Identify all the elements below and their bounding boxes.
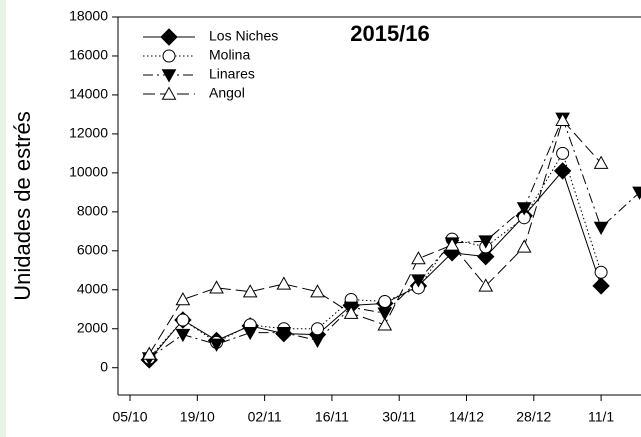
marker: [175, 328, 191, 343]
marker: [141, 346, 157, 360]
marker: [593, 221, 609, 235]
marker: [175, 291, 191, 306]
y-tick-label: 8000: [77, 203, 108, 219]
marker: [411, 274, 426, 288]
marker: [478, 278, 494, 292]
marker: [310, 284, 325, 298]
marker: [377, 317, 393, 331]
y-tick-label: 0: [100, 358, 108, 374]
marker: [593, 155, 609, 169]
y-tick-label: 18000: [69, 8, 108, 24]
marker: [477, 247, 495, 266]
marker: [276, 276, 292, 290]
marker: [411, 251, 426, 265]
marker: [377, 307, 393, 321]
legend-label: Linares: [209, 66, 255, 82]
legend-marker: [160, 28, 178, 46]
left-strip: [0, 0, 6, 437]
x-tick-label: 30/11: [382, 409, 416, 425]
marker: [478, 235, 494, 249]
series-line: [148, 119, 602, 355]
x-tick-label: 11/1: [588, 409, 614, 425]
marker: [632, 186, 641, 200]
y-tick-label: 4000: [77, 280, 108, 296]
y-tick-label: 10000: [69, 164, 108, 180]
x-tick-label: 28/12: [516, 409, 551, 425]
marker: [276, 326, 292, 341]
y-tick-label: 14000: [69, 86, 108, 102]
y-axis-label: Unidades de estrés: [10, 111, 35, 301]
marker: [242, 326, 258, 341]
marker: [310, 334, 325, 348]
marker: [176, 313, 190, 327]
legend-label: Los Niches: [209, 28, 278, 44]
y-tick-label: 12000: [69, 125, 108, 141]
marker: [553, 162, 572, 180]
x-tick-label: 05/10: [112, 409, 147, 425]
series-line: [148, 152, 602, 359]
marker: [516, 239, 532, 253]
y-tick-label: 2000: [77, 319, 108, 335]
marker: [378, 294, 392, 308]
x-tick-label: 14/12: [449, 409, 484, 425]
x-tick-label: 02/11: [248, 409, 282, 425]
marker: [209, 338, 224, 352]
legend-label: Molina: [209, 47, 250, 63]
legend-marker: [161, 86, 177, 100]
series-line: [148, 169, 602, 361]
marker: [310, 322, 324, 336]
chart-title: 2015/16: [350, 21, 430, 46]
marker: [343, 305, 359, 319]
legend-marker: [162, 49, 176, 63]
x-tick-label: 16/11: [315, 409, 349, 425]
marker: [594, 265, 608, 279]
marker: [516, 202, 532, 216]
marker: [444, 237, 460, 251]
marker: [242, 284, 258, 298]
legend-marker: [161, 69, 177, 83]
y-tick-label: 16000: [69, 47, 108, 63]
y-tick-label: 6000: [77, 242, 108, 258]
marker: [209, 280, 224, 294]
marker: [592, 277, 610, 295]
x-tick-label: 19/10: [180, 409, 215, 425]
legend-label: Angol: [209, 85, 245, 101]
marker: [556, 146, 570, 160]
marker: [555, 112, 570, 126]
